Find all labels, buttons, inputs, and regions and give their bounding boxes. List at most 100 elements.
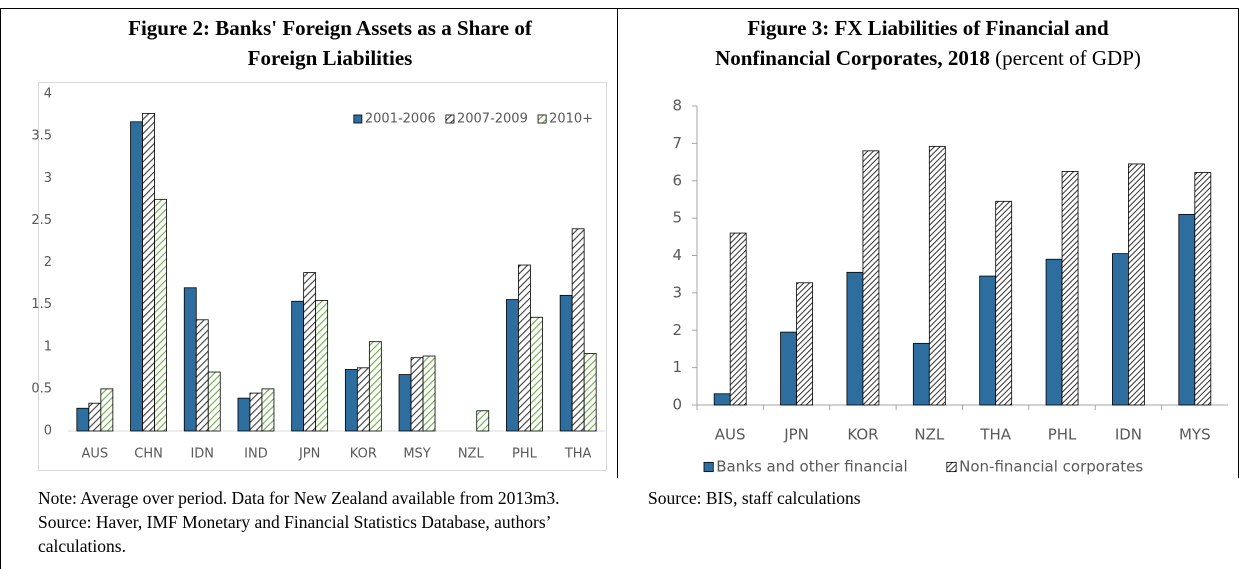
bar [518,264,531,432]
bar [154,198,167,432]
chart-title: Figure 3: FX Liabilities of Financial an… [747,16,1109,40]
bar [410,357,424,432]
bar [1045,258,1063,406]
y-tick-label: 3 [44,171,52,186]
y-tick-label: 4 [44,87,52,102]
bar [291,300,305,432]
x-tick-label: KOR [350,447,377,462]
bar [368,341,382,432]
bar [1112,253,1129,406]
chart-title: Foreign Liabilities [248,46,413,70]
bar [530,316,543,432]
legend-label: Banks and other financial [716,458,907,476]
x-tick-label: PHL [1048,426,1077,444]
x-tick-label: IDN [1115,426,1142,444]
bar [862,150,880,406]
bar [476,410,490,432]
bar [183,287,197,432]
chart-title-line: Nonfinancial Corporates, 2018 (percent o… [715,46,1141,70]
x-tick-label: MSY [403,447,430,462]
bar [912,342,930,406]
bar [559,294,573,432]
chart-title: Nonfinancial Corporates, 2018 [715,46,990,70]
y-tick-label: 6 [672,171,682,189]
bar [796,282,813,406]
x-tick-label: JPN [783,426,809,444]
x-tick-label: IDN [190,447,214,462]
y-tick-label: 8 [672,97,682,115]
bar [100,388,114,432]
bar [506,299,519,432]
x-tick-label: MYS [1179,426,1211,444]
x-tick-label: JPN [298,447,320,462]
x-tick-label: IND [244,447,268,462]
bar [88,402,102,432]
bar [928,145,946,406]
x-tick-label: NZL [458,447,485,462]
x-tick-label: AUS [82,447,109,462]
y-tick-label: 7 [672,134,682,152]
bar [422,355,436,432]
y-tick-label: 1 [44,339,52,354]
bar [142,112,155,432]
y-tick-label: 5 [672,209,682,227]
bar [583,353,597,432]
bar [1178,213,1196,406]
legend-swatch [353,114,363,124]
legend-swatch [703,461,714,473]
bar [713,393,731,406]
y-tick-label: 2 [672,321,682,339]
y-tick-label: 2.5 [31,213,52,228]
bar [356,367,370,432]
legend-swatch [946,461,957,473]
y-tick-label: 3 [672,283,682,301]
bar [398,374,412,432]
x-tick-label: THA [979,426,1011,444]
x-tick-label: AUS [715,426,746,444]
bar [195,319,209,432]
y-tick-label: 4 [672,246,682,264]
note: Note: Average over period. Data for New … [38,488,560,556]
legend-label: 2007-2009 [457,112,528,127]
y-tick-label: 0 [672,396,682,414]
x-tick-label: KOR [847,426,878,444]
y-tick-label: 1.5 [31,297,52,312]
bar [1128,163,1145,406]
bar [1061,171,1079,406]
chart-title: Figure 2: Banks' Foreign Assets as a Sha… [128,16,533,40]
x-tick-label: PHL [512,447,538,462]
bar [207,371,221,432]
x-tick-label: NZL [914,426,944,444]
bar [846,271,864,406]
bar [315,300,329,432]
bar [130,121,143,432]
bar [249,392,263,432]
bar [1194,172,1212,406]
bar [995,200,1013,406]
bar [303,272,317,432]
y-tick-label: 1 [672,358,682,376]
bar [729,232,747,406]
legend-label: 2010+ [549,112,593,127]
bar [76,407,90,432]
x-tick-label: CHN [134,447,163,462]
bar [237,397,251,432]
y-tick-label: 0 [44,424,52,439]
note: Source: BIS, staff calculations [648,488,861,508]
bar [344,369,358,432]
legend-swatch [537,114,547,124]
legend-label: 2001-2006 [365,112,436,127]
plot-frame [38,82,607,471]
x-tick-label: THA [564,447,592,462]
legend-label: Non-financial corporates [959,458,1143,476]
legend-swatch [445,114,455,124]
bar [979,275,997,406]
y-tick-label: 2 [44,255,52,270]
y-tick-label: 0.5 [31,381,52,396]
y-tick-label: 3.5 [31,129,52,144]
bar [571,228,585,432]
bar [261,388,275,432]
bar [780,331,797,406]
